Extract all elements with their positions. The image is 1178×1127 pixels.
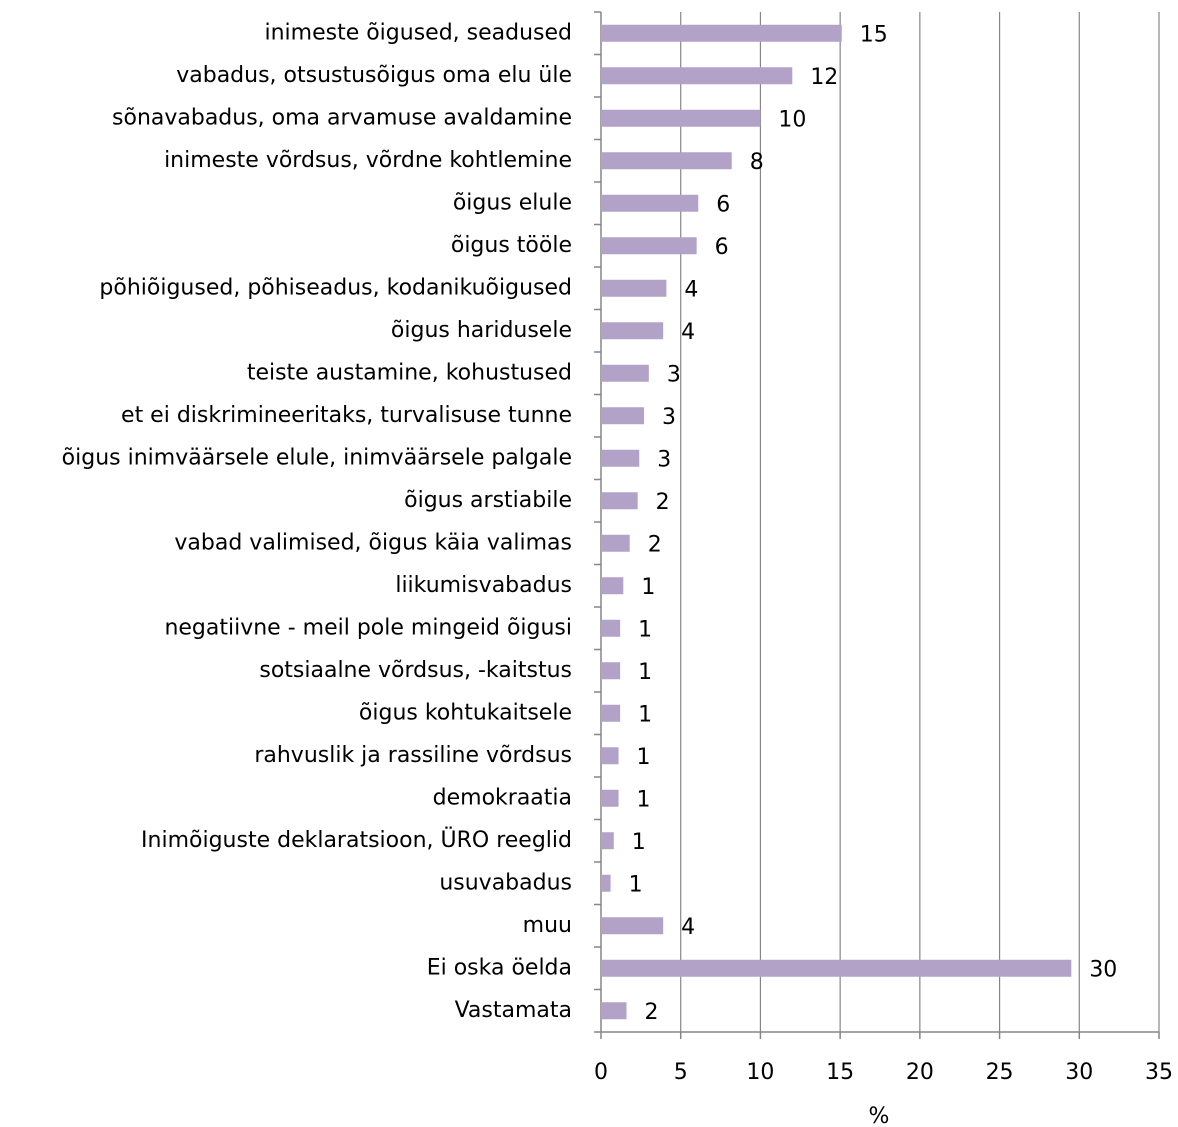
bar: [601, 662, 621, 680]
y-tick-label: usuvabadus: [439, 870, 572, 895]
bar: [601, 194, 699, 212]
x-tick-label: 10: [746, 1060, 774, 1085]
y-tick-label: Inimõiguste deklaratsioon, ÜRO reeglid: [141, 827, 572, 853]
x-tick-label: 5: [674, 1060, 688, 1085]
x-tick-label: 35: [1145, 1060, 1173, 1085]
data-label: 1: [637, 745, 651, 770]
bar: [601, 917, 664, 935]
bar: [601, 322, 664, 340]
y-tick-label: õigus elule: [453, 190, 572, 215]
bar: [601, 832, 614, 850]
x-axis-label: %: [869, 1104, 890, 1127]
y-tick-label: sotsiaalne võrdsus, -kaitstus: [259, 658, 572, 683]
bar: [601, 492, 638, 510]
data-label: 4: [684, 277, 698, 302]
data-label: 3: [667, 362, 681, 387]
y-tick-label: vabad valimised, õigus käia valimas: [174, 530, 572, 555]
data-label: 3: [657, 447, 671, 472]
y-tick-label: õigus haridusele: [391, 318, 572, 343]
x-tick-label: 15: [826, 1060, 854, 1085]
bar: [601, 237, 697, 255]
data-label: 12: [810, 65, 838, 90]
bar: [601, 619, 621, 637]
bar: [601, 364, 649, 382]
x-tick-label: 25: [986, 1060, 1014, 1085]
data-label: 10: [778, 107, 806, 132]
bar: [601, 1002, 627, 1020]
y-tick-label: õigus inimväärsele elule, inimväärsele p…: [62, 445, 572, 470]
y-tick-label: Vastamata: [455, 998, 572, 1023]
data-label: 1: [641, 575, 655, 600]
data-label: 3: [662, 405, 676, 430]
bar: [601, 789, 619, 807]
data-label: 30: [1089, 957, 1117, 982]
bar: [601, 279, 667, 297]
data-label: 4: [681, 915, 695, 940]
bar: [601, 109, 761, 127]
y-tick-label: Ei oska öelda: [427, 955, 572, 980]
data-label: 6: [716, 192, 730, 217]
x-tick-label: 0: [594, 1060, 608, 1085]
y-tick-label: muu: [523, 913, 572, 938]
y-tick-label: inimeste õigused, seadused: [264, 20, 572, 45]
bar: [601, 704, 621, 722]
y-tick-label: õigus arstiabile: [404, 488, 572, 513]
bar: [601, 747, 619, 765]
bar: [601, 67, 793, 85]
y-tick-label: rahvuslik ja rassiline võrdsus: [254, 743, 572, 768]
data-label: 1: [632, 830, 646, 855]
y-tick-label: vabadus, otsustusõigus oma elu üle: [176, 63, 572, 88]
bar: [601, 449, 640, 467]
data-label: 4: [681, 320, 695, 345]
data-label: 1: [629, 872, 643, 897]
y-tick-label: et ei diskrimineeritaks, turvalisuse tun…: [121, 403, 572, 428]
y-tick-label: liikumisvabadus: [395, 573, 572, 598]
y-tick-label: inimeste võrdsus, võrdne kohtlemine: [164, 148, 572, 173]
y-tick-label: negatiivne - meil pole mingeid õigusi: [164, 615, 572, 640]
data-label: 1: [638, 617, 652, 642]
y-tick-label: õigus tööle: [451, 233, 572, 258]
data-label: 6: [715, 235, 729, 260]
data-label: 1: [637, 787, 651, 812]
data-label: 2: [645, 1000, 659, 1025]
data-label: 1: [638, 660, 652, 685]
data-label: 2: [656, 490, 670, 515]
bar: [601, 577, 624, 595]
y-tick-label: õigus kohtukaitsele: [359, 700, 572, 725]
bar: [601, 534, 630, 552]
data-label: 15: [860, 22, 888, 47]
data-label: 1: [638, 702, 652, 727]
data-label: 2: [648, 532, 662, 557]
data-label: 8: [750, 150, 764, 175]
bar: [601, 407, 645, 425]
x-tick-label: 20: [906, 1060, 934, 1085]
bar: [601, 24, 842, 42]
x-tick-label: 30: [1065, 1060, 1093, 1085]
bar: [601, 152, 732, 170]
y-tick-label: põhiõigused, põhiseadus, kodanikuõigused: [99, 275, 572, 300]
bar: [601, 874, 611, 892]
y-tick-label: teiste austamine, kohustused: [247, 360, 572, 385]
y-tick-label: sõnavabadus, oma arvamuse avaldamine: [112, 105, 572, 130]
y-tick-label: demokraatia: [433, 785, 572, 810]
bar: [601, 959, 1072, 977]
